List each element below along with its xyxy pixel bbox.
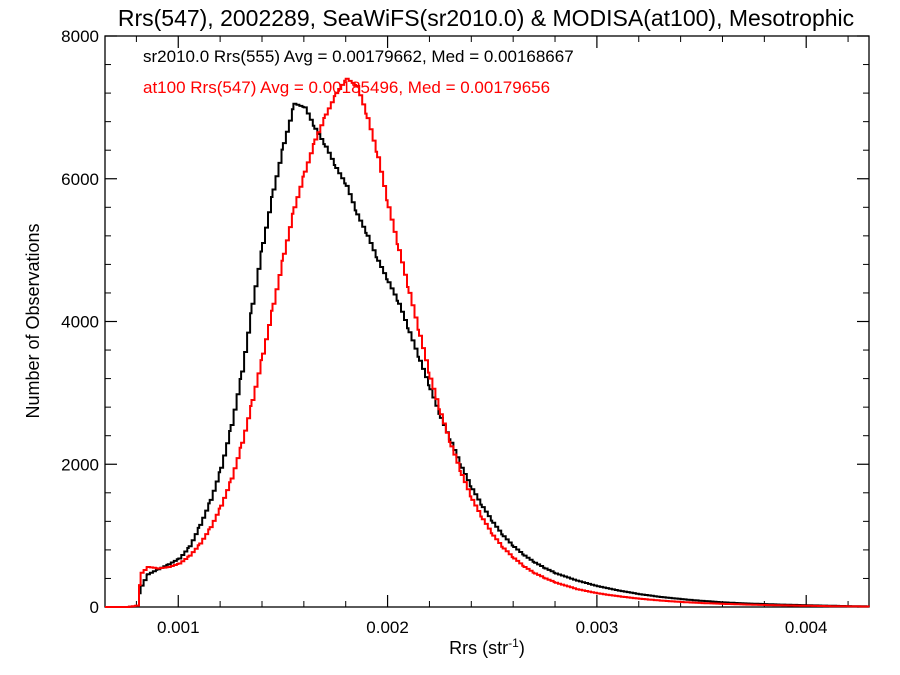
legend-entry-at100: at100 Rrs(547) Avg = 0.00185496, Med = 0… [143,78,550,97]
legend-entry-sr2010: sr2010.0 Rrs(555) Avg = 0.00179662, Med … [143,47,574,66]
x-tick-label-3: 0.004 [785,618,828,637]
x-tick-label-1: 0.002 [366,618,409,637]
x-tick-label-2: 0.003 [576,618,619,637]
plot-frame [104,35,870,608]
series-layer [105,77,870,608]
x-axis-label-superscript: -1 [508,636,519,650]
x-tick-label-0: 0.001 [157,618,200,637]
x-axis-label-close: ) [519,638,525,658]
y-tick-label-3: 6000 [61,170,99,189]
series-sr2010-histogram [105,102,869,608]
y-tick-label-1: 2000 [61,455,99,474]
y-tick-label-0: 0 [90,598,99,617]
x-axis-label-main: Rrs (str [449,638,508,658]
series-at100-histogram [105,77,870,608]
x-axis: 0.001 0.002 0.003 0.004 [135,36,849,637]
x-axis-label: Rrs (str-1) [449,636,525,658]
y-tick-label-4: 8000 [61,27,99,46]
y-axis-label: Number of Observations [23,223,43,418]
y-axis: 0 2000 4000 6000 8000 [61,27,869,617]
y-tick-label-2: 4000 [61,313,99,332]
chart-title: Rrs(547), 2002289, SeaWiFS(sr2010.0) & M… [118,5,854,31]
